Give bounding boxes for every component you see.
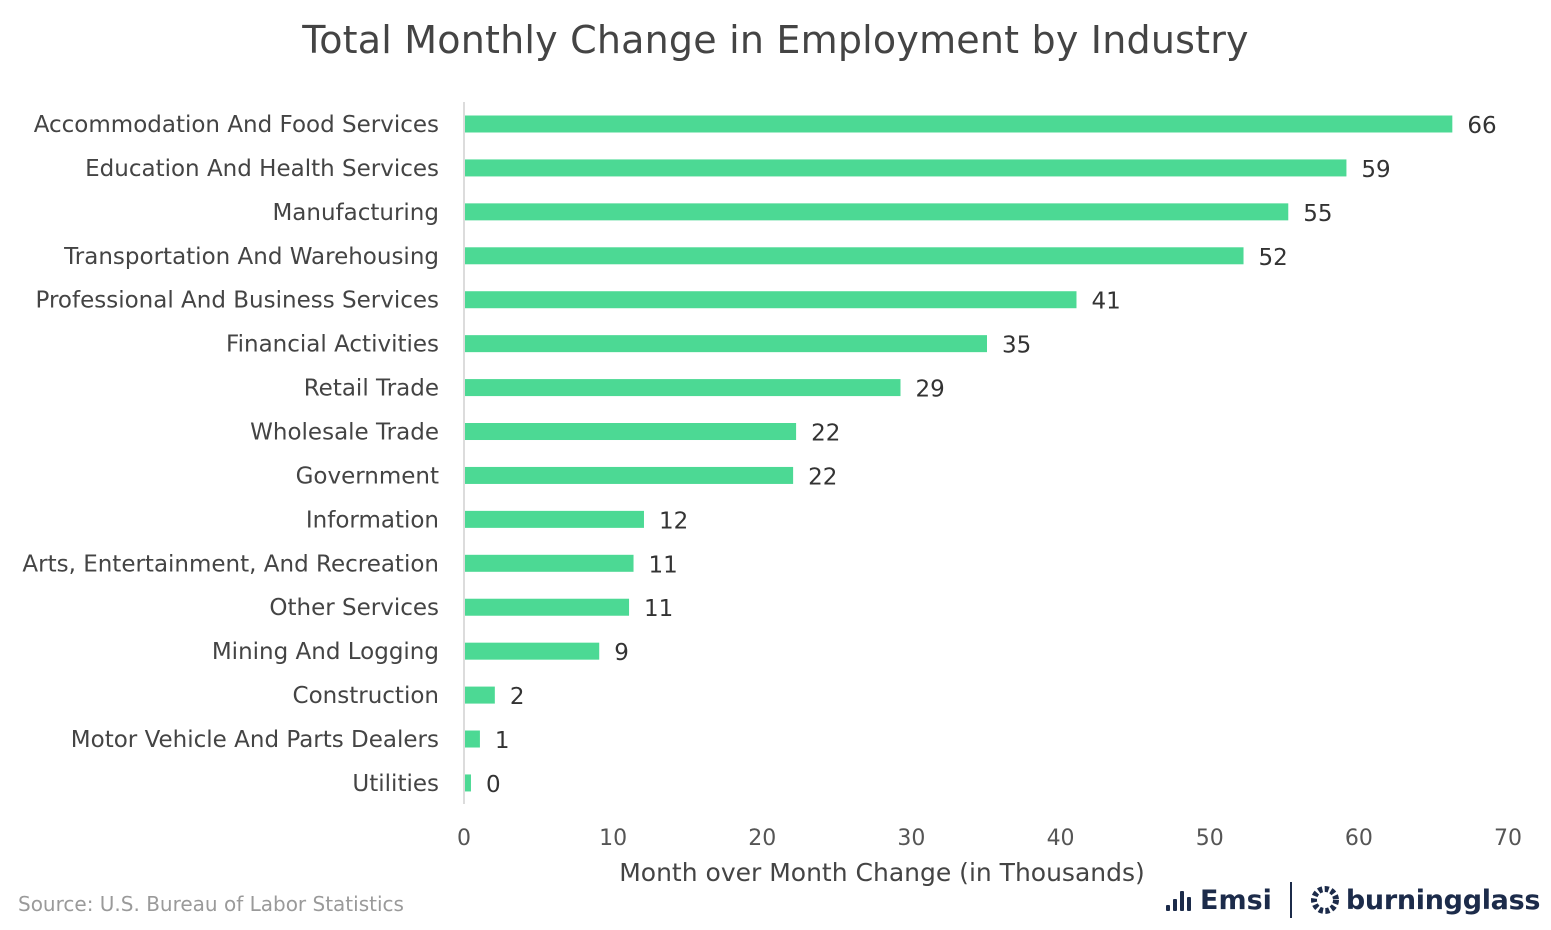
category-label: Arts, Entertainment, And Recreation: [22, 551, 439, 577]
gear-ring-icon: [1310, 886, 1339, 914]
value-label: 2: [510, 684, 525, 710]
category-label: Construction: [293, 683, 439, 709]
value-label: 22: [808, 464, 837, 490]
bar: [465, 247, 1244, 265]
value-label: 59: [1361, 157, 1390, 183]
bar: [465, 730, 480, 748]
category-label: Education And Health Services: [85, 156, 439, 182]
value-label: 55: [1303, 201, 1332, 227]
bar: [465, 159, 1347, 177]
x-tick-label: 60: [1345, 826, 1373, 851]
x-axis-ticks: 0 10 20 30 40 50 60 70: [457, 826, 1522, 851]
bar: [465, 774, 471, 792]
category-label: Other Services: [269, 595, 439, 621]
category-label: Utilities: [352, 771, 439, 797]
emsi-logo-text: Emsi: [1200, 884, 1272, 916]
category-label: Government: [296, 463, 439, 489]
category-label: Motor Vehicle And Parts Dealers: [71, 727, 439, 753]
chart-title: Total Monthly Change in Employment by In…: [302, 18, 1249, 62]
bar: [465, 466, 794, 484]
bar: [465, 642, 600, 660]
bar: [465, 686, 495, 704]
x-tick-label: 70: [1494, 826, 1522, 851]
category-label: Transportation And Warehousing: [63, 244, 439, 270]
value-label: 12: [659, 508, 688, 534]
x-axis-label: Month over Month Change (in Thousands): [619, 858, 1145, 887]
category-label: Information: [306, 507, 439, 533]
value-label: 41: [1091, 289, 1120, 315]
value-label: 52: [1259, 245, 1288, 271]
bar: [465, 379, 901, 397]
bar: [465, 510, 644, 528]
category-label: Manufacturing: [272, 200, 439, 226]
x-tick-label: 30: [897, 826, 925, 851]
bar: [465, 598, 630, 616]
bar: [465, 291, 1077, 309]
x-tick-label: 40: [1047, 826, 1075, 851]
x-tick-label: 10: [599, 826, 627, 851]
category-label: Retail Trade: [304, 376, 439, 402]
value-label: 1: [495, 728, 510, 754]
value-label: 22: [811, 421, 840, 447]
value-label: 11: [649, 552, 678, 578]
x-tick-label: 0: [457, 826, 471, 851]
x-tick-label: 20: [748, 826, 776, 851]
bar: [465, 115, 1453, 133]
x-tick-label: 50: [1196, 826, 1224, 851]
value-label: 11: [644, 596, 673, 622]
category-label: Wholesale Trade: [250, 420, 439, 446]
bar: [465, 203, 1289, 221]
value-label: 35: [1002, 333, 1031, 359]
bar: [465, 554, 634, 572]
value-labels: 66 59 55 52 41 35 29 22 22 12 11 11 9 21 0: [486, 113, 1497, 798]
burningglass-logo-text: burningglass: [1345, 884, 1541, 916]
bar: [465, 423, 797, 441]
value-label: 66: [1467, 113, 1496, 139]
category-label: Accommodation And Food Services: [34, 112, 439, 138]
brand-logos: Emsi burningglass: [1166, 880, 1540, 920]
value-label: 29: [915, 377, 944, 403]
category-label: Professional And Business Services: [36, 288, 439, 314]
source-note: Source: U.S. Bureau of Labor Statistics: [18, 892, 404, 916]
bars-layer: [465, 115, 1453, 792]
category-label: Mining And Logging: [212, 639, 439, 665]
signal-bars-icon: [1166, 889, 1194, 911]
value-label: 0: [486, 772, 501, 798]
bar: [465, 335, 987, 353]
category-labels: Accommodation And Food Services Education…: [22, 112, 439, 797]
value-label: 9: [614, 640, 629, 666]
logo-divider: [1289, 882, 1292, 918]
category-label: Financial Activities: [226, 332, 439, 358]
